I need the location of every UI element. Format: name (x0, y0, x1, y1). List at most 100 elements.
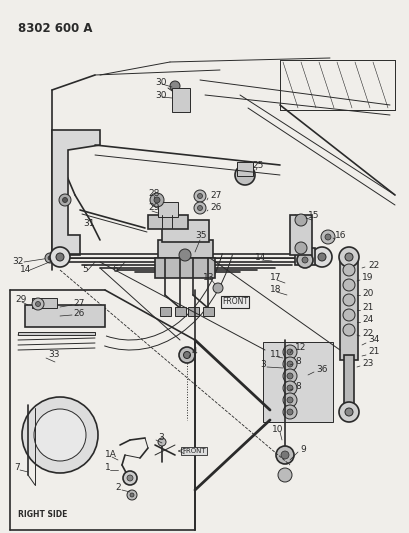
Bar (236, 162, 252, 176)
Circle shape (342, 264, 354, 276)
Circle shape (50, 247, 70, 267)
Text: 15: 15 (307, 211, 319, 220)
Text: 5: 5 (82, 265, 88, 274)
Circle shape (342, 294, 354, 306)
Text: 28: 28 (148, 189, 159, 198)
Text: 11: 11 (270, 351, 281, 359)
Circle shape (344, 253, 352, 261)
Text: 14: 14 (20, 265, 31, 274)
Circle shape (59, 194, 71, 206)
Circle shape (123, 471, 137, 485)
Text: 36: 36 (315, 366, 327, 375)
Bar (25, 305, 105, 327)
Text: 2: 2 (115, 483, 120, 492)
Circle shape (338, 402, 358, 422)
Text: 19: 19 (361, 273, 373, 282)
Bar (18, 332, 95, 335)
Bar (155, 258, 214, 278)
Circle shape (34, 409, 86, 461)
Circle shape (150, 193, 164, 207)
Circle shape (154, 197, 160, 203)
Circle shape (36, 302, 40, 306)
Circle shape (62, 198, 67, 203)
Bar (175, 307, 186, 316)
Circle shape (45, 253, 55, 263)
Text: 3: 3 (157, 433, 163, 442)
Polygon shape (52, 130, 100, 255)
Circle shape (234, 165, 254, 185)
Circle shape (193, 190, 205, 202)
Bar (339, 260, 357, 360)
Text: 26: 26 (73, 309, 84, 318)
Text: 32: 32 (12, 257, 23, 266)
Text: 10: 10 (271, 425, 283, 434)
Text: 30: 30 (155, 77, 166, 86)
Text: 1: 1 (105, 464, 110, 472)
Text: 29: 29 (15, 295, 26, 304)
Text: 7: 7 (14, 464, 20, 472)
Circle shape (22, 397, 98, 473)
Text: 22: 22 (361, 329, 372, 338)
Text: 8302 600 A: 8302 600 A (18, 22, 92, 35)
Circle shape (127, 475, 133, 481)
Circle shape (338, 247, 358, 267)
Text: 20: 20 (361, 288, 373, 297)
Circle shape (280, 451, 288, 459)
Circle shape (179, 347, 195, 363)
Text: 34: 34 (367, 335, 378, 344)
Text: 33: 33 (48, 351, 59, 359)
Circle shape (301, 257, 307, 263)
Circle shape (277, 468, 291, 482)
Bar (172, 88, 189, 112)
Bar (32, 298, 57, 308)
Text: 29: 29 (148, 204, 159, 213)
Bar (148, 215, 188, 229)
Text: 1A: 1A (105, 450, 117, 459)
Bar (202, 307, 213, 316)
Circle shape (344, 408, 352, 416)
Circle shape (48, 256, 52, 260)
Text: 13: 13 (202, 273, 214, 282)
Circle shape (197, 206, 202, 211)
Text: 35: 35 (195, 231, 206, 240)
Circle shape (286, 385, 292, 391)
Text: 18: 18 (270, 286, 281, 295)
Circle shape (282, 393, 296, 407)
Circle shape (282, 381, 296, 395)
Polygon shape (294, 215, 314, 265)
Circle shape (282, 345, 296, 359)
Bar (157, 240, 213, 258)
Text: 25: 25 (252, 160, 263, 169)
Bar (289, 215, 311, 255)
Circle shape (193, 202, 205, 214)
Circle shape (213, 283, 222, 293)
Circle shape (296, 252, 312, 268)
Circle shape (282, 369, 296, 383)
Circle shape (294, 214, 306, 226)
Text: 8: 8 (294, 383, 300, 392)
Circle shape (56, 253, 64, 261)
Text: 4: 4 (191, 348, 197, 357)
Circle shape (311, 247, 331, 267)
Circle shape (282, 405, 296, 419)
Circle shape (197, 193, 202, 198)
Bar (188, 307, 198, 316)
Text: 9: 9 (299, 446, 305, 455)
Circle shape (127, 490, 137, 500)
Circle shape (294, 242, 306, 254)
Circle shape (342, 324, 354, 336)
Text: 24: 24 (361, 316, 372, 325)
Circle shape (130, 493, 134, 497)
Text: 27: 27 (209, 191, 221, 200)
Circle shape (157, 438, 166, 446)
Text: 3: 3 (259, 360, 265, 369)
Bar (162, 220, 209, 242)
Circle shape (286, 397, 292, 403)
Circle shape (320, 230, 334, 244)
Bar (157, 202, 178, 217)
Text: FRONT: FRONT (182, 448, 205, 454)
Circle shape (32, 298, 44, 310)
Text: 17: 17 (270, 273, 281, 282)
Circle shape (342, 309, 354, 321)
Circle shape (286, 349, 292, 355)
